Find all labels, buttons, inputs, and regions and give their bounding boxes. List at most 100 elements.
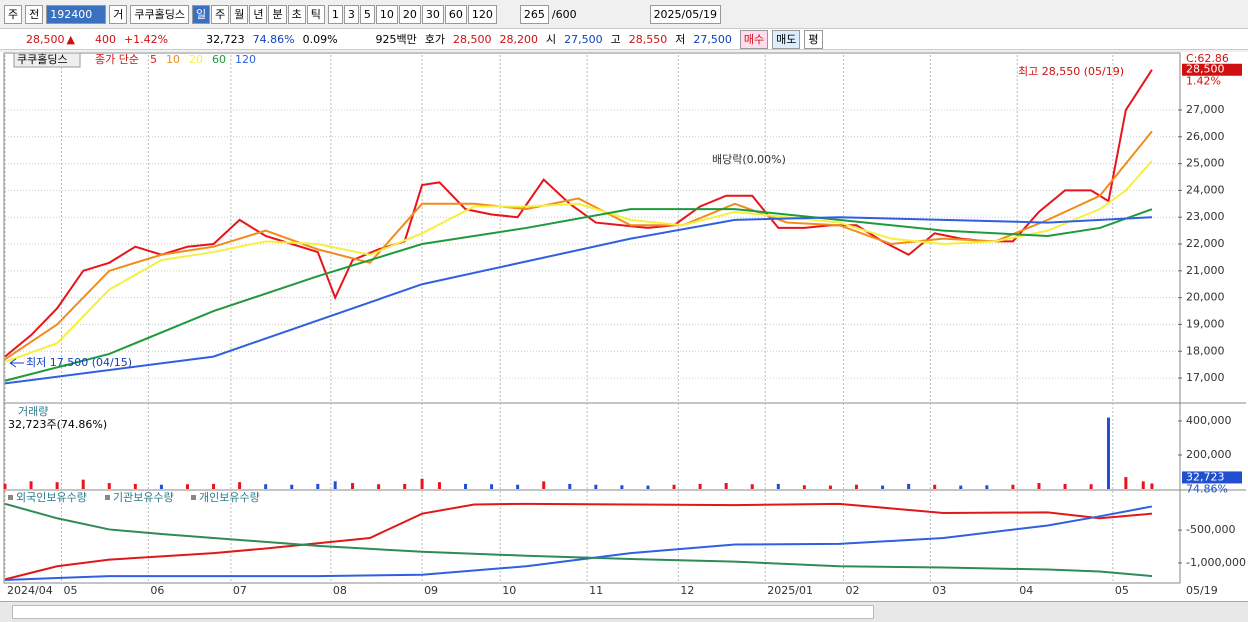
volume-bar <box>516 484 520 489</box>
prev[interactable]: 전 <box>25 4 44 24</box>
volume-bar <box>333 481 337 489</box>
volume-bar <box>212 483 216 489</box>
volume-bar <box>1063 483 1067 489</box>
intervals: 1 3 5 10 20 30 60 120 <box>327 4 497 24</box>
volume-bar <box>290 484 294 489</box>
y-tick-label: 25,000 <box>1186 157 1225 170</box>
volume-bar <box>672 484 676 489</box>
interval[interactable]: 60 <box>444 4 467 24</box>
last-price-box <box>1182 63 1242 76</box>
period[interactable]: 일 <box>191 4 211 24</box>
ask: 28,500 <box>453 32 492 46</box>
volume-bar <box>159 484 163 489</box>
x-tick-label: 2024/04 <box>7 584 53 597</box>
volume-bar <box>464 483 468 489</box>
market[interactable]: 주 <box>4 4 23 24</box>
trade[interactable]: 거 <box>109 4 128 24</box>
price: 28,500 <box>26 32 65 46</box>
interval[interactable]: 3 <box>343 4 359 24</box>
volume-bar <box>107 483 111 489</box>
x-tick-label: 11 <box>589 584 603 597</box>
period[interactable]: 년 <box>249 4 268 24</box>
series-line <box>4 505 1153 582</box>
interval[interactable]: 20 <box>398 4 421 24</box>
legend-entry: 5 <box>150 53 157 66</box>
legend-title: 종가 단순 <box>95 53 139 66</box>
volume-bar <box>594 484 598 489</box>
x-tick-label: 05 <box>1115 584 1129 597</box>
legend-entry: 20 <box>189 53 203 66</box>
x-tick-label: 05 <box>63 584 77 597</box>
arrow: ▲ <box>66 32 75 46</box>
y-tick-label: 20,000 <box>1186 291 1225 304</box>
volume-bar <box>724 483 728 489</box>
high-label: 고 <box>610 33 621 46</box>
scrollbar[interactable] <box>0 601 1248 622</box>
x-tick-label: 10 <box>502 584 516 597</box>
ask-label: 호가 <box>424 33 446 46</box>
volume-bar <box>802 485 806 489</box>
volume-bar <box>620 485 624 489</box>
volume-ratio: 74.86% <box>252 32 295 46</box>
interval[interactable]: 1 <box>327 4 343 24</box>
period[interactable]: 분 <box>268 4 287 24</box>
legend-entry: 외국인보유수량 <box>16 491 87 504</box>
x-tick-label: 08 <box>333 584 347 597</box>
y-tick-label: 18,000 <box>1186 344 1225 357</box>
volume-bar <box>959 485 963 489</box>
annotation-high: 최고 28,550 (05/19) <box>1018 65 1124 78</box>
y-tick-label: 21,000 <box>1186 264 1225 277</box>
interval[interactable]: 5 <box>359 4 375 24</box>
volume-bar <box>351 483 355 489</box>
volume-bar <box>81 479 85 489</box>
volume-bar <box>1106 417 1110 489</box>
turnover: 0.09% <box>302 32 338 46</box>
y-tick-label: 17,000 <box>1186 371 1225 384</box>
volume-bar <box>568 483 572 489</box>
interval[interactable]: 30 <box>421 4 444 24</box>
stock-name: 쿠쿠홀딩스 <box>130 4 189 24</box>
code[interactable]: 192400 <box>46 4 107 24</box>
volume-bar <box>1124 477 1128 489</box>
series-line <box>4 160 1153 363</box>
y-tick-label: 19,000 <box>1186 317 1225 330</box>
period[interactable]: 주 <box>211 4 230 24</box>
low-arrow <box>9 358 24 368</box>
legend-entry: 60 <box>212 53 226 66</box>
y-tick-label: -500,000 <box>1186 523 1235 536</box>
volume-bar <box>646 485 650 489</box>
chart-title: 쿠쿠홀딩스 <box>17 53 68 66</box>
max: /600 <box>551 7 577 21</box>
date[interactable]: 2025/05/19 <box>649 4 721 24</box>
period[interactable]: 틱 <box>306 4 325 24</box>
volume-bar <box>238 482 242 489</box>
chart: 2024/04 05 06 07 08 09 10 11 12 2025/01 02 03 04 05 05… <box>0 52 1248 601</box>
scroll-track[interactable] <box>12 605 874 619</box>
period[interactable]: 초 <box>287 4 306 24</box>
volume-bar <box>1037 483 1041 489</box>
volume: 32,723 <box>206 32 245 46</box>
volume-bar <box>907 483 911 489</box>
last-price: 28,500 <box>1186 63 1225 76</box>
interval[interactable]: 10 <box>375 4 398 24</box>
count[interactable]: 265 <box>519 4 549 24</box>
avg[interactable]: 평 <box>804 29 823 49</box>
volume-bar <box>420 478 424 489</box>
x-tick-label: 07 <box>233 584 247 597</box>
last-date: 05/19 <box>1186 584 1218 597</box>
period[interactable]: 월 <box>230 4 249 24</box>
x-tick-label: 2025/01 <box>767 584 813 597</box>
y-tick-label: 22,000 <box>1186 237 1225 250</box>
x-tick-label: 02 <box>845 584 859 597</box>
last-ratio: 74.86% <box>1186 482 1228 495</box>
indicator: C:62.86 <box>1186 52 1229 65</box>
sell[interactable]: 매도 <box>772 29 801 49</box>
buy[interactable]: 매수 <box>739 29 769 49</box>
legend-swatch <box>191 495 196 500</box>
volume-bar <box>437 482 441 489</box>
volume-bar <box>1141 481 1145 489</box>
interval[interactable]: 120 <box>467 4 497 24</box>
